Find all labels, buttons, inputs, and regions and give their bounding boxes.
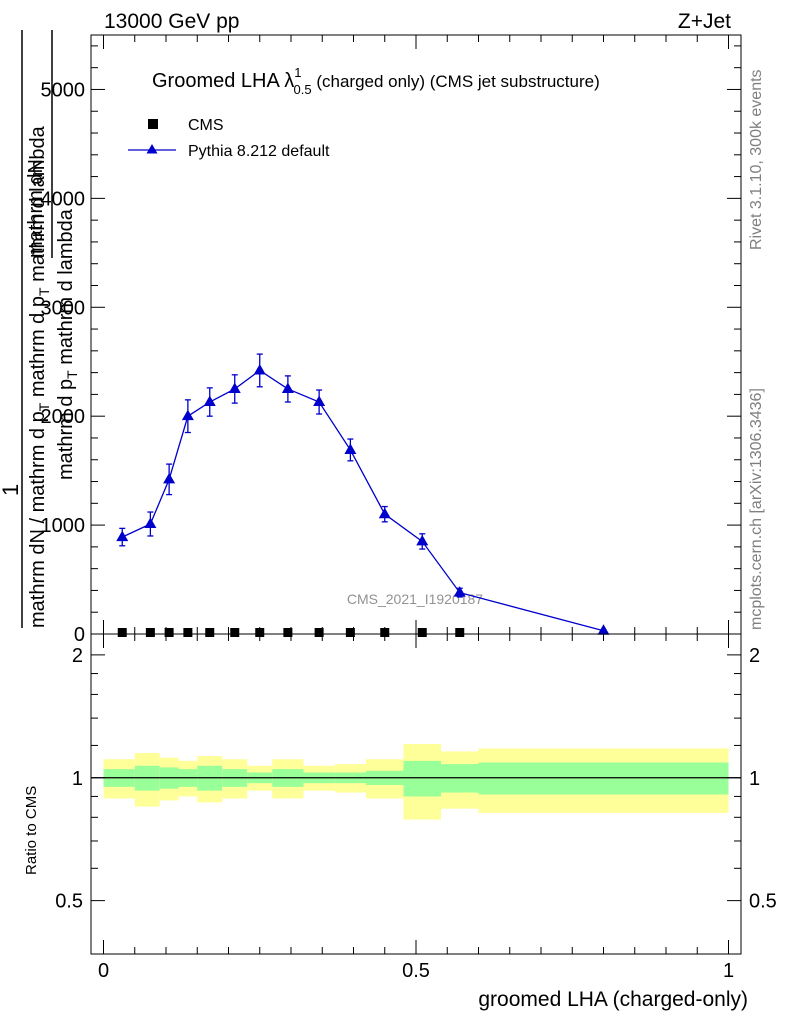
cms-point (117, 628, 127, 637)
ratio-y-tick-label-right: 2 (749, 645, 760, 667)
main-axis-ticks: 0 1000 2000 3000 4000 5000 (41, 35, 741, 646)
legend: CMS Pythia 8.212 default (128, 117, 330, 160)
mc-point (378, 507, 391, 519)
cms-point (380, 628, 390, 637)
y-tick-label: 0 (74, 624, 85, 646)
cms-point (183, 628, 193, 637)
rivet-label: Rivet 3.1.10, 300k events (748, 69, 765, 250)
mc-point (597, 624, 610, 635)
header-right: Z+Jet (678, 10, 731, 33)
y-label-prefix: 1 (0, 484, 23, 496)
ratio-bands (91, 743, 741, 820)
legend-mc-marker (146, 144, 158, 154)
mc-point (203, 395, 216, 407)
mc-point (228, 382, 241, 393)
mc-point (344, 443, 357, 454)
mc-point (144, 517, 157, 529)
cms-point (205, 628, 215, 637)
mc-point (416, 534, 429, 546)
legend-cms-label: CMS (188, 117, 224, 134)
mc-series-line (121, 369, 604, 632)
mc-point (253, 363, 266, 375)
ratio-band-inner (478, 762, 729, 795)
mc-point (116, 530, 129, 542)
ratio-axis-ticks: 0 0.5 1 0.5 0.5 1 1 2 2 (55, 634, 777, 982)
mc-point (313, 395, 326, 407)
y-label-line1-den: mathrm d pT mathrm d lambda (55, 208, 80, 480)
cms-point (230, 628, 240, 637)
legend-mc-label: Pythia 8.212 default (188, 143, 330, 160)
cms-point (164, 628, 174, 637)
watermark: CMS_2021_I1920187 (347, 591, 483, 607)
ratio-y-tick-label: 0.5 (55, 891, 83, 913)
main-y-label: mathrm dN mathrm d pT mathrm d lambda 1 … (0, 30, 80, 628)
cms-point (455, 628, 465, 637)
mc-point (281, 382, 294, 393)
ratio-y-tick-label: 2 (72, 645, 83, 667)
x-tick-label: 1 (723, 960, 734, 982)
cms-point (314, 628, 324, 637)
y-tick-label: 1000 (41, 515, 86, 537)
y-label-line2: mathrm dN / mathrm d pT mathrm d pT math… (27, 125, 52, 628)
header-left: 13000 GeV pp (104, 10, 239, 33)
y-tick-label: 3000 (41, 297, 86, 319)
cms-point (255, 628, 265, 637)
mc-point (181, 409, 194, 421)
ratio-y-tick-label: 1 (72, 768, 83, 790)
x-tick-label: 0.5 (402, 960, 430, 982)
y-tick-label: 2000 (41, 406, 86, 428)
y-tick-label: 5000 (41, 79, 86, 101)
x-tick-label: 0 (98, 960, 109, 982)
plot-title: Groomed LHA λ1 0.5 (charged only) (CMS je… (152, 65, 600, 97)
legend-cms-marker (148, 119, 158, 129)
mc-point (163, 472, 176, 484)
ratio-y-tick-label-right: 1 (749, 768, 760, 790)
cms-point (345, 628, 355, 637)
ratio-band-inner (403, 760, 441, 797)
main-data-layer (116, 353, 610, 637)
cms-point (283, 628, 293, 637)
ratio-y-tick-label-right: 0.5 (749, 891, 777, 913)
ratio-y-label: Ratio to CMS (23, 786, 40, 875)
cms-point (417, 628, 427, 637)
mcplots-label: mcplots.cern.ch [arXiv:1306.3436] (748, 388, 765, 630)
x-axis-label: groomed LHA (charged-only) (478, 988, 748, 1011)
mc-point (453, 586, 466, 597)
y-label-line1: mathrm dN (25, 159, 47, 258)
cms-point (145, 628, 155, 637)
y-tick-label: 4000 (41, 188, 86, 210)
